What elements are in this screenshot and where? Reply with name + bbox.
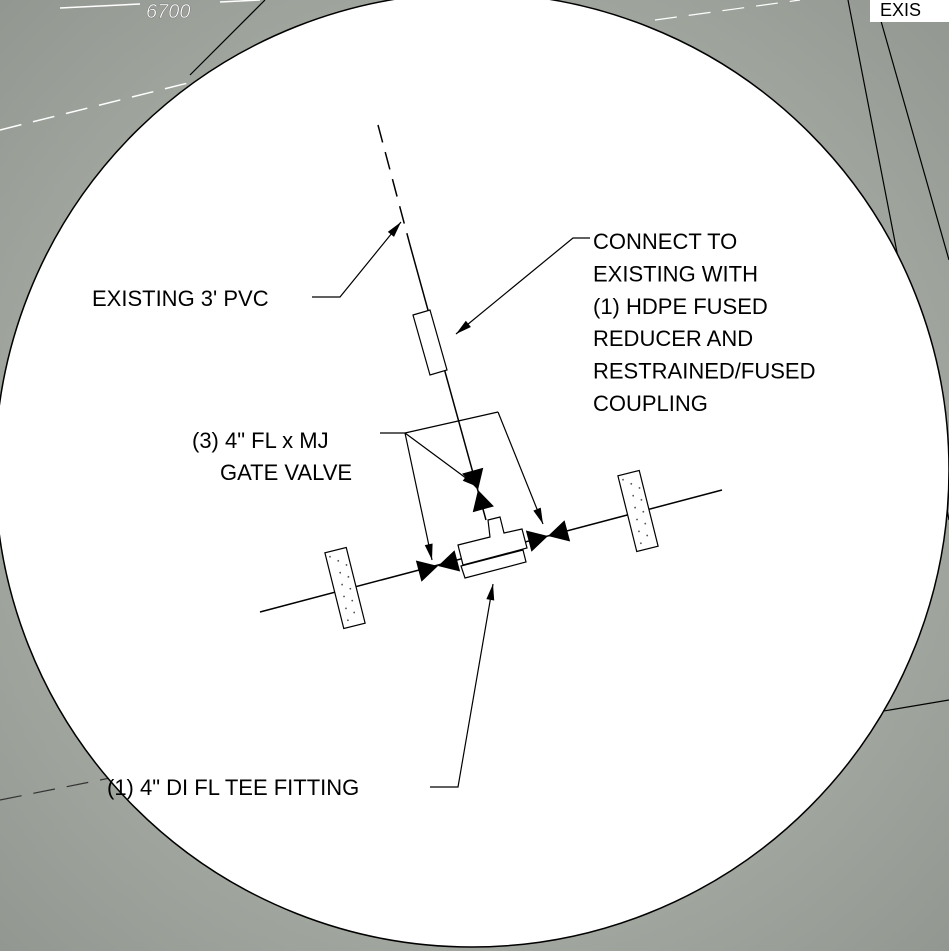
callout-text: GATE VALVE bbox=[220, 460, 352, 485]
callout-text: REDUCER AND bbox=[593, 326, 753, 351]
callout-text: CONNECT TO bbox=[593, 229, 737, 254]
detail-drawing: 6700 EXIS EXISTING 3' PVC CONNECT TO EXIS… bbox=[0, 0, 949, 951]
callout-text: RESTRAINED/FUSED bbox=[593, 359, 815, 384]
callout-text: (1) HDPE FUSED bbox=[593, 294, 768, 319]
callout-text: EXISTING WITH bbox=[593, 261, 758, 286]
corner-label: EXIS bbox=[880, 0, 921, 20]
callout-text: (1) 4" DI FL TEE FITTING bbox=[107, 775, 359, 800]
callout-text: EXISTING 3' PVC bbox=[92, 286, 269, 311]
callout-text: (3) 4" FL x MJ bbox=[192, 428, 329, 453]
callout-text: COUPLING bbox=[593, 391, 708, 416]
contour-label: 6700 bbox=[146, 1, 191, 23]
page: 6700 EXIS EXISTING 3' PVC CONNECT TO EXIS… bbox=[0, 0, 949, 951]
